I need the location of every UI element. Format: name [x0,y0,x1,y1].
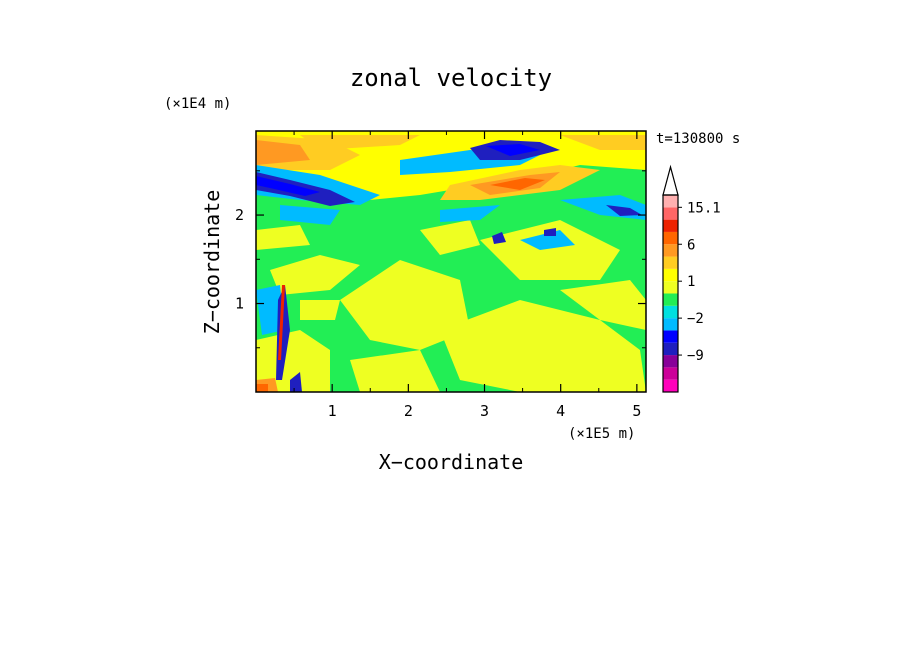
colorbar-band [663,281,678,294]
x-axis: 1 2 3 4 5 [293,131,641,420]
x-tick-label: 1 [328,402,337,420]
colorbar-band [663,305,678,319]
colorbar-label: 15.1 [687,200,721,216]
x-tick-label: 5 [632,402,641,420]
x-tick-label: 4 [556,402,565,420]
colorbar-band [663,330,678,343]
contour-field [256,131,646,392]
y-tick-label: 2 [235,206,244,224]
colorbar-band [663,293,678,306]
colorbar-label: −2 [687,311,704,327]
colorbar-band [663,342,678,356]
colorbar-band [663,195,678,208]
time-label: t=130800 s [656,131,740,147]
colorbar-band [663,367,678,380]
colorbar-band [663,219,678,232]
y-axis-label: Z−coordinate [200,190,224,335]
y-axis: 12 [235,170,646,349]
colorbar-label: 1 [687,274,695,290]
colorbar-band [663,231,678,245]
colorbar-band [663,207,678,220]
colorbar-band [663,355,678,368]
colorbar-label: −9 [687,348,704,364]
x-axis-label: X−coordinate [379,450,524,474]
colorbar: 15.1 6 1 −2 −9 [662,164,721,393]
chart-title: zonal velocity [350,64,552,92]
colorbar-extend-arrow [662,164,679,196]
plot-frame [255,130,647,393]
y-tick-label: 1 [235,295,244,313]
y-unit-label: (×1E4 m) [164,96,231,112]
colorbar-band [663,256,678,269]
colorbar-band [663,268,678,282]
x-tick-label: 2 [404,402,413,420]
colorbar-frame [662,194,679,393]
colorbar-band [663,379,678,392]
x-tick-label: 3 [480,402,489,420]
colorbar-label: 6 [687,237,695,253]
x-unit-label: (×1E5 m) [568,426,635,442]
colorbar-band [663,244,678,257]
colorbar-band [663,318,678,331]
